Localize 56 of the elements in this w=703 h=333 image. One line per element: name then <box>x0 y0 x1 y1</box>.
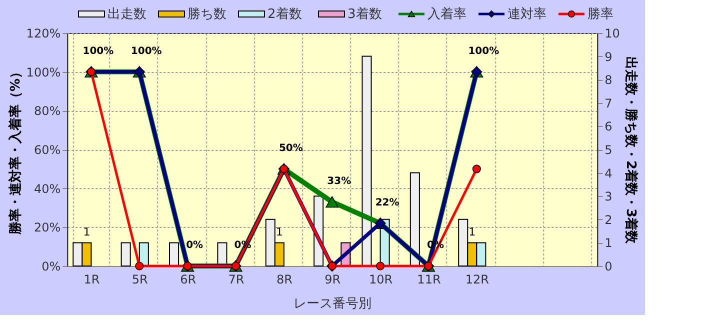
x-tick-label: 10R <box>368 272 393 286</box>
data-label: 1 <box>276 226 283 239</box>
legend-label: 連対率 <box>508 6 546 22</box>
point <box>472 164 481 174</box>
data-label: 1 <box>83 226 90 239</box>
legend-label: 勝ち数 <box>188 7 226 22</box>
y-tick-label: 0% <box>42 260 61 274</box>
y-axis-title: 勝率・連対率・入着率（%） <box>7 65 24 236</box>
legend-label: 出走数 <box>108 7 146 22</box>
y2-tick-label: 5 <box>604 143 612 157</box>
x-tick-label: 11R <box>417 272 441 286</box>
y2-tick-label: 7 <box>604 96 612 110</box>
point <box>326 196 339 208</box>
y2-tick-label: 0 <box>604 260 612 274</box>
x-tick-label: 9R <box>324 272 341 286</box>
y-tick-label: 80% <box>34 104 61 118</box>
y2-tick-label: 2 <box>604 212 612 227</box>
y2-tick-label: 10 <box>604 26 620 40</box>
data-label: 0% <box>186 240 204 251</box>
data-label: 33% <box>327 176 352 187</box>
legend-label: 入着率 <box>428 6 466 22</box>
legend-label: 2着数 <box>268 6 302 22</box>
legend-label: 3着数 <box>348 6 382 22</box>
y-tick-label: 120% <box>26 26 61 40</box>
x-tick-label: 7R <box>228 272 244 286</box>
point <box>376 262 385 270</box>
data-label: 1 <box>468 226 476 239</box>
x-tick-label: 12R <box>465 272 489 286</box>
y-tick-label: 100% <box>26 65 61 80</box>
y-tick-label: 60% <box>34 143 61 157</box>
y2-tick-label: 3 <box>604 190 612 204</box>
y2-tick-label: 8 <box>604 73 612 88</box>
x-tick-label: 1R <box>84 272 100 286</box>
bar <box>362 56 372 266</box>
data-label: 100% <box>468 46 500 57</box>
y2-tick-label: 1 <box>604 236 612 250</box>
y2-axis-title: 出走数・勝ち数・2着数・3着数 <box>622 56 639 245</box>
legend-label: 勝率 <box>588 6 614 22</box>
bar <box>120 242 131 266</box>
y2-tick-label: 6 <box>604 120 612 134</box>
x-axis-title: レース番号別 <box>294 296 372 312</box>
x-tick-label: 5R <box>132 272 148 286</box>
bar <box>138 242 149 266</box>
bar <box>410 172 420 266</box>
data-label: 22% <box>375 197 400 208</box>
data-label: 100% <box>130 46 162 57</box>
y-tick-label: 20% <box>34 220 61 235</box>
y2-tick-label: 4 <box>604 166 612 180</box>
y-tick-label: 40% <box>34 182 61 196</box>
data-label: 100% <box>82 46 114 57</box>
y2-tick-label: 9 <box>604 50 612 64</box>
point <box>135 262 144 270</box>
bar <box>169 242 180 266</box>
data-label: 50% <box>278 142 303 154</box>
x-tick-label: 6R <box>180 272 196 286</box>
x-tick-label: 8R <box>276 272 292 286</box>
